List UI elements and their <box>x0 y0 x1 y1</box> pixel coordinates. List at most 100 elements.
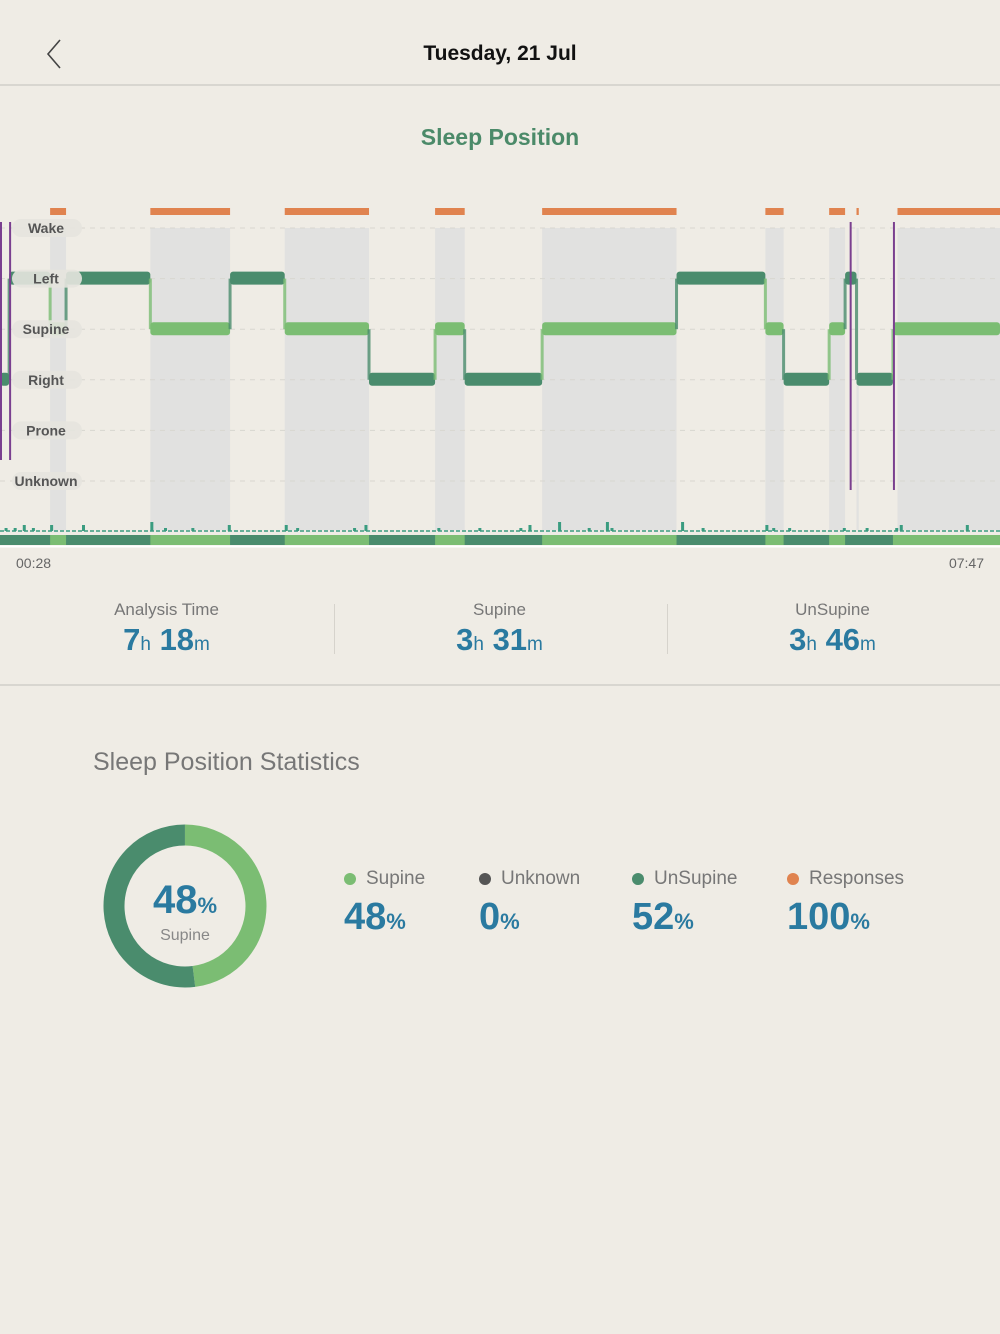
activity-bar <box>150 522 154 531</box>
position-segment-supine <box>435 322 465 336</box>
activity-bar <box>895 528 899 531</box>
position-segment-supine <box>892 322 1000 336</box>
donut-value: 48% <box>152 878 218 922</box>
section-title: Sleep Position <box>420 124 580 150</box>
activity-bar <box>681 522 685 531</box>
position-strip-segment <box>676 535 766 545</box>
position-transition <box>433 329 437 380</box>
response-bar <box>765 208 784 215</box>
position-strip-segment <box>845 535 857 545</box>
summary-value: 7h 18m <box>123 622 210 657</box>
position-transition <box>463 329 467 380</box>
position-strip-segment <box>435 535 466 545</box>
position-transition <box>48 278 52 330</box>
response-bar <box>856 208 859 215</box>
level-label-bg <box>12 320 82 339</box>
position-strip-segment <box>50 535 67 545</box>
position-transition <box>843 278 847 330</box>
position-segment-supine <box>829 322 846 336</box>
legend-value: 0% <box>479 896 520 938</box>
position-segment-right <box>783 372 830 386</box>
position-strip-segment <box>542 535 678 545</box>
position-strip-segment <box>369 535 436 545</box>
position-segment-right <box>369 372 436 386</box>
activity-bar <box>353 528 357 531</box>
activity-bar <box>605 522 609 531</box>
activity-bar <box>478 528 482 531</box>
position-strip-segment <box>892 535 1000 545</box>
position-segment-left <box>66 271 151 285</box>
position-strip-segment <box>856 535 894 545</box>
position-segment-left <box>230 271 285 285</box>
activity-bar <box>13 528 17 531</box>
response-shade <box>435 228 465 530</box>
activity-bar <box>82 525 86 531</box>
position-transition <box>283 278 287 330</box>
x-tick-start: 00:28 <box>16 555 52 571</box>
donut-segment-supine <box>184 824 267 987</box>
activity-bar <box>31 528 35 531</box>
legend-dot-icon <box>479 873 491 885</box>
activity-bar <box>558 522 562 531</box>
activity-bar <box>842 528 846 531</box>
summary-value: 3h 31m <box>456 622 543 657</box>
position-transition <box>827 329 831 380</box>
activity-bar <box>610 528 614 531</box>
position-transition <box>782 329 786 380</box>
legend-item-supine: Supine 48% <box>344 868 425 939</box>
response-bar <box>897 208 1000 215</box>
activity-bar <box>50 525 54 531</box>
level-label-bg <box>12 370 82 389</box>
position-strip-segment <box>0 535 10 545</box>
position-segment-right <box>464 372 543 386</box>
activity-bar <box>587 528 591 531</box>
legend-item-responses: Responses 100% <box>787 868 904 939</box>
level-label-left: Left <box>33 271 59 287</box>
response-shade <box>284 228 370 530</box>
summary-label: UnSupine <box>795 600 870 619</box>
activity-bar <box>701 528 705 531</box>
position-segment-right <box>856 372 893 386</box>
activity-bar <box>865 528 869 531</box>
activity-bar <box>519 528 523 531</box>
activity-bar <box>788 528 792 531</box>
level-label-right: Right <box>28 372 64 388</box>
summary-label: Analysis Time <box>114 600 219 619</box>
x-tick-end: 07:47 <box>948 555 984 571</box>
position-segment-right <box>0 372 10 386</box>
response-shade <box>765 228 784 530</box>
sleep-position-chart: Wake Left Supine Right Prone Unknown <box>0 208 1000 548</box>
chevron-left-icon[interactable] <box>40 36 70 72</box>
response-shade <box>542 228 677 530</box>
response-bar <box>829 208 846 215</box>
legend-label: Responses <box>787 868 904 890</box>
summary-label: Supine <box>473 600 526 619</box>
activity-bar <box>296 528 300 531</box>
activity-bar <box>965 525 969 531</box>
activity-bar <box>284 525 288 531</box>
stats-title: Sleep Position Statistics <box>93 748 360 776</box>
divider <box>667 604 668 654</box>
summary-row: Analysis Time 7h 18m Supine 3h 31m UnSup… <box>0 600 1000 686</box>
activity-bar <box>191 528 195 531</box>
legend-label: UnSupine <box>632 868 737 890</box>
activity-bar <box>364 525 368 531</box>
position-segment-left <box>676 271 766 285</box>
response-bar <box>435 208 465 215</box>
position-strip-segment <box>284 535 370 545</box>
position-transition <box>540 329 544 380</box>
position-segment-supine <box>765 322 784 336</box>
position-transition <box>148 278 152 330</box>
summary-value: 3h 46m <box>789 622 876 657</box>
donut-segment-unsupine <box>103 824 196 988</box>
position-strip-segment <box>765 535 785 545</box>
donut-label: Supine <box>160 927 210 944</box>
response-shade <box>829 228 846 530</box>
response-shade <box>897 228 1000 530</box>
level-label-supine: Supine <box>23 321 70 337</box>
level-label-bg <box>12 219 82 237</box>
position-transition <box>228 278 232 330</box>
legend-dot-icon <box>344 873 356 885</box>
divider <box>334 604 335 654</box>
donut-center: 48% Supine <box>103 878 267 945</box>
